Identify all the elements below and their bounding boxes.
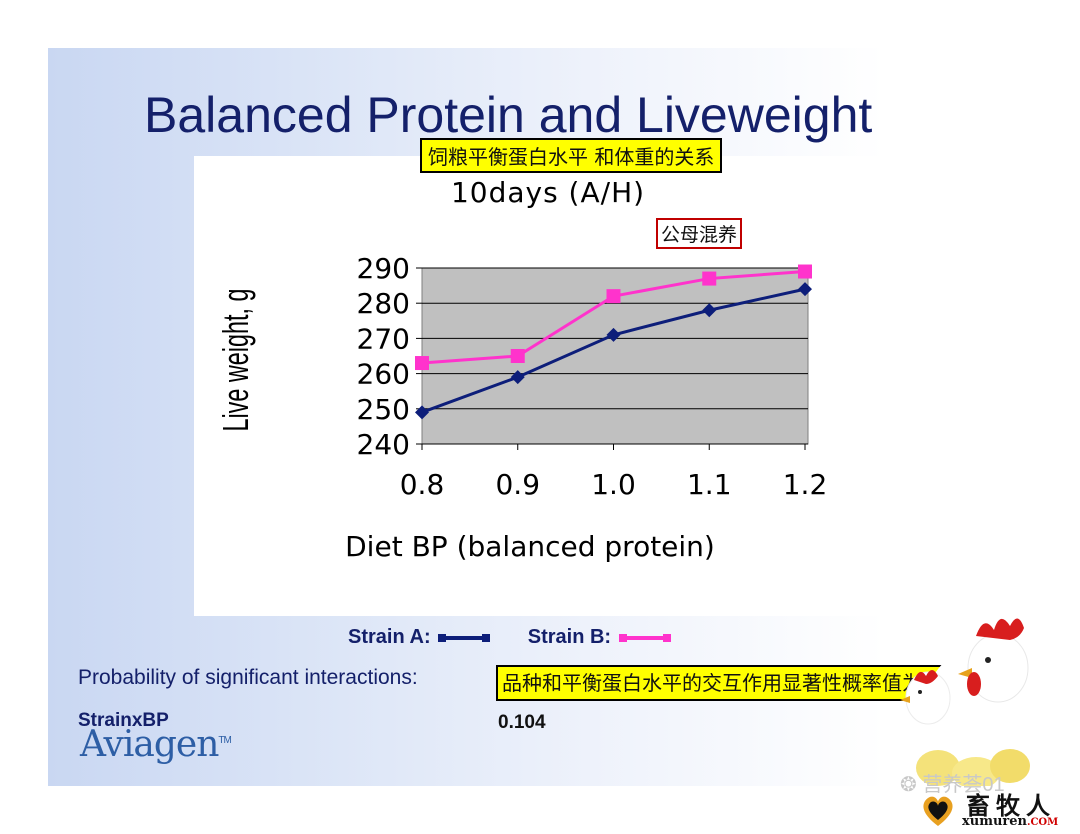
aviagen-logo: AviagenTM — [80, 724, 232, 765]
y-tick-label-260: 260 — [357, 358, 410, 391]
chinese-title-callout: 饲粮平衡蛋白水平 和体重的关系 — [420, 138, 723, 173]
probability-label: Probability of significant interactions: — [78, 666, 418, 689]
xumuren-logo: 畜牧人 xumuren.COM — [918, 786, 1078, 832]
data-point-strain-b-1.2 — [798, 264, 812, 279]
data-point-strain-b-1.1 — [702, 271, 717, 286]
slide-title: Balanced Protein and Liveweight — [144, 87, 873, 143]
probability-value: 0.104 — [498, 712, 546, 733]
aviagen-logo-tm: TM — [218, 735, 231, 746]
mixed-sex-callout: 公母混养 — [656, 218, 743, 249]
legend-swatch-strain-b-icon — [618, 633, 671, 642]
slide: Balanced Protein and Liveweight 240 250 26… — [48, 48, 1032, 786]
xumuren-domain-name: xumuren — [962, 814, 1027, 829]
x-tick-label-0.8: 0.8 — [400, 468, 445, 501]
data-point-strain-a-1.2 — [798, 282, 812, 297]
chart-panel: 240 250 260 270 280 290 0.8 0.9 1.0 1.1 1.2 10days … — [194, 156, 902, 616]
wechat-watermark-text: 营养荟01 — [922, 774, 1005, 796]
x-tick-label-1.0: 1.0 — [591, 468, 636, 501]
y-tick-label-270: 270 — [357, 322, 410, 355]
y-tick-label-280: 280 — [357, 287, 410, 320]
legend-item-strain-a: Strain A: — [348, 626, 492, 649]
x-tick-label-1.1: 1.1 — [687, 468, 732, 501]
legend-item-strain-b: Strain B: — [528, 626, 673, 649]
data-point-strain-b-0.8 — [415, 356, 429, 371]
x-tick-label-1.2: 1.2 — [783, 468, 828, 501]
data-point-strain-a-1.0 — [606, 327, 621, 342]
x-tick-label-0.9: 0.9 — [495, 468, 540, 501]
aviagen-logo-text: Aviagen — [80, 724, 219, 765]
wechat-watermark: ❂ 营养荟01 — [900, 768, 1005, 797]
y-tick-label-240: 240 — [357, 428, 410, 461]
data-point-strain-a-0.9 — [510, 370, 525, 385]
xumuren-domain: xumuren.COM — [962, 814, 1058, 829]
x-axis-label: Diet BP (balanced protein) — [345, 530, 715, 563]
legend-label-strain-a: Strain A: — [348, 626, 431, 648]
y-tick-label-290: 290 — [357, 252, 410, 285]
strain-x-bp-label: StrainxBP — [78, 710, 169, 731]
chickens-illustration-icon — [900, 618, 1032, 786]
legend-label-strain-b: Strain B: — [527, 626, 612, 648]
chart-title: 10days (A/H) — [451, 176, 645, 209]
legend-swatch-strain-a-icon — [438, 633, 491, 642]
y-axis-label: Live weight, g — [217, 288, 256, 431]
y-tick-label-250: 250 — [357, 393, 410, 426]
wechat-icon: ❂ — [900, 774, 923, 796]
data-point-strain-b-0.9 — [510, 349, 525, 363]
heart-logo-icon — [923, 796, 953, 826]
data-point-strain-a-1.1 — [702, 303, 717, 318]
data-point-strain-b-1.0 — [606, 289, 621, 304]
data-point-strain-a-0.8 — [415, 405, 429, 420]
xumuren-domain-tld: .COM — [1026, 817, 1059, 828]
xumuren-chinese-name: 畜牧人 — [966, 791, 1056, 820]
legend: Strain A: Strain B: — [348, 626, 703, 649]
